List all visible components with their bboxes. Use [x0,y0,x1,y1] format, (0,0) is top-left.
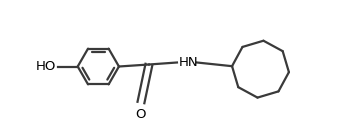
Text: HN: HN [179,56,199,69]
Text: HO: HO [35,60,56,73]
Text: O: O [136,107,146,120]
